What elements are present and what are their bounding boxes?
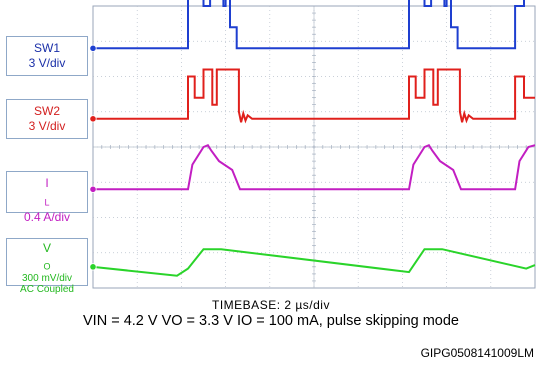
channel-scale-sw1: 3 V/div: [28, 56, 66, 70]
channel-name-sw1: SW1: [33, 41, 60, 55]
trace-vo: [92, 248, 536, 277]
trace-il: [93, 143, 536, 191]
test-conditions: VIN = 4.2 V VO = 3.3 V IO = 100 mA, puls…: [83, 313, 459, 329]
ground-marker-sw2: [89, 115, 97, 123]
channel-name-sw2: SW2: [33, 104, 60, 118]
channel-coupling-vo: AC Coupled: [20, 284, 74, 296]
timebase-label: TIMEBASE: 2 µs/div: [212, 298, 330, 312]
trace-sw1: [93, 0, 525, 50]
channel-scale-sw2: 3 V/div: [28, 119, 66, 133]
channel-label-sw2: SW2 3 V/div: [6, 99, 88, 139]
channel-scale-il: 0.4 A/div: [23, 210, 71, 225]
ground-marker-sw1: [89, 44, 97, 52]
channel-name-vo: V: [42, 241, 51, 255]
channel-sub-vo: O: [43, 261, 51, 272]
channel-sub-il: L: [44, 197, 50, 208]
channel-label-sw1: SW1 3 V/div: [6, 36, 88, 76]
oscilloscope-display: [89, 0, 536, 289]
ground-marker-il: [89, 185, 97, 193]
figure-id: GIPG0508141009LM: [420, 346, 534, 360]
channel-name-il: I: [45, 176, 49, 190]
trace-sw2: [93, 68, 535, 124]
ground-marker-vo: [89, 263, 97, 271]
channel-scale-vo: 300 mV/div: [21, 273, 73, 285]
